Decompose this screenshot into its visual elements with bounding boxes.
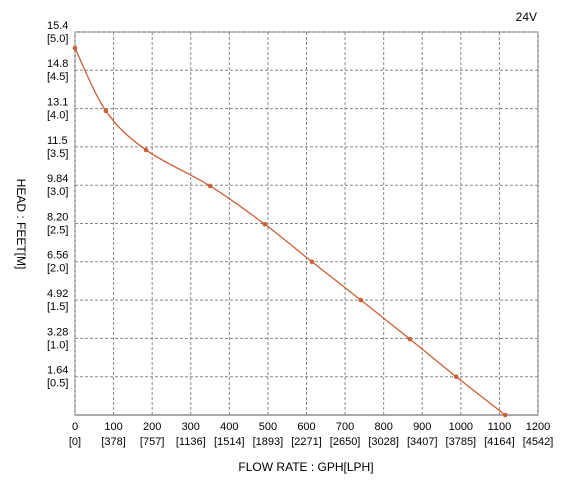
x-tick-sublabel: [757] [140,436,164,448]
y-tick-label: 8.20 [47,211,68,223]
data-point [309,259,315,265]
y-tick-label: 15.4 [47,20,68,32]
x-axis-label: FLOW RATE : GPH[LPH] [238,460,373,474]
y-tick-label: 13.1 [47,97,68,109]
y-tick-label: 11.5 [47,135,68,147]
y-tick-sublabel: [2.5] [47,224,68,236]
y-axis-label: HEAD : FEET[M] [14,179,28,270]
x-tick-label: 1100 [488,421,512,433]
x-tick-label: 1200 [526,421,550,433]
x-tick-label: 400 [220,421,238,433]
y-tick-sublabel: [3.0] [47,186,68,198]
x-tick-sublabel: [4164] [484,436,515,448]
data-point [453,374,459,380]
x-tick-label: 300 [182,421,200,433]
x-tick-label: 100 [104,421,122,433]
y-tick-label: 1.64 [47,365,68,377]
x-tick-label: 500 [259,421,277,433]
y-tick-sublabel: [1.5] [47,301,68,313]
x-tick-sublabel: [2650] [330,436,361,448]
data-point [502,412,508,418]
x-tick-sublabel: [1514] [214,436,245,448]
data-point [358,297,364,303]
x-tick-sublabel: [4542] [523,436,554,448]
x-tick-label: 700 [336,421,354,433]
data-point [72,45,78,51]
x-tick-sublabel: [1893] [253,436,284,448]
data-point [407,336,413,342]
y-tick-sublabel: [5.0] [47,33,68,45]
y-tick-label: 3.28 [47,326,68,338]
x-tick-sublabel: [3028] [368,436,399,448]
y-tick-sublabel: [1.0] [47,339,68,351]
y-tick-sublabel: [3.5] [47,148,68,160]
data-point [207,183,213,189]
y-tick-label: 6.56 [47,250,68,262]
y-tick-label: 4.92 [47,288,68,300]
x-tick-label: 0 [72,421,78,433]
x-tick-sublabel: [3785] [446,436,477,448]
x-tick-sublabel: [0] [69,436,81,448]
y-tick-label: 14.8 [47,58,68,70]
data-point [103,108,109,114]
x-tick-label: 1000 [449,421,473,433]
data-point [143,147,149,153]
x-tick-sublabel: [3407] [407,436,438,448]
curve [74,47,506,416]
y-tick-sublabel: [2.0] [47,263,68,275]
x-tick-sublabel: [378] [101,436,125,448]
x-tick-sublabel: [2271] [291,436,322,448]
x-tick-label: 900 [413,421,431,433]
y-tick-sublabel: [0.5] [47,378,68,390]
data-point [262,221,268,227]
y-tick-sublabel: [4.5] [47,71,68,83]
x-tick-label: 600 [297,421,315,433]
x-tick-sublabel: [1136] [176,436,206,448]
y-tick-sublabel: [4.0] [47,110,68,122]
y-tick-label: 9.84 [47,173,68,185]
annotation: 24V [516,10,537,24]
x-tick-label: 800 [374,421,392,433]
x-tick-label: 200 [143,421,161,433]
